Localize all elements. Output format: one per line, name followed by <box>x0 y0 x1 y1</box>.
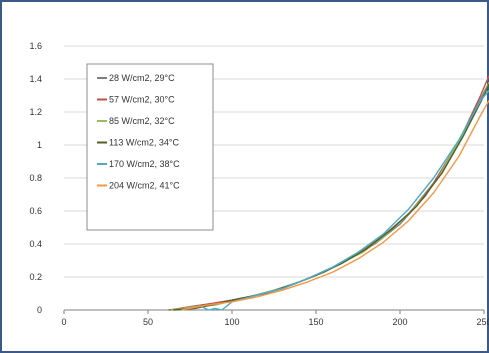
legend-entry-5: 170 W/cm2, 38°C <box>109 159 180 169</box>
series-line-2 <box>169 75 489 311</box>
y-tick-label: 1 <box>37 140 42 150</box>
series-line-1 <box>168 85 489 311</box>
y-tick-label: 0.2 <box>29 272 42 282</box>
x-tick-label: 200 <box>392 317 407 327</box>
y-tick-label: 1.4 <box>29 74 42 84</box>
x-tick-label: 150 <box>308 317 323 327</box>
legend-entry-3: 85 W/cm2, 32°C <box>109 116 175 126</box>
y-tick-label: 0.6 <box>29 206 42 216</box>
y-tick-label: 1.2 <box>29 107 42 117</box>
legend-entry-1: 28 W/cm2, 29°C <box>109 73 175 83</box>
series-line-6 <box>181 100 489 311</box>
legend-entry-2: 57 W/cm2, 30°C <box>109 95 175 105</box>
series-line-5 <box>198 90 489 311</box>
series-line-3 <box>171 82 489 311</box>
y-tick-label: 1.6 <box>29 41 42 51</box>
y-tick-label: 0 <box>37 305 42 315</box>
legend-entry-4: 113 W/cm2, 34°C <box>109 138 179 148</box>
series-line-4 <box>173 83 489 311</box>
x-tick-label: 50 <box>143 317 153 327</box>
legend-entry-6: 204 W/cm2, 41°C <box>109 181 180 191</box>
x-tick-label: 100 <box>224 317 239 327</box>
y-tick-label: 0.4 <box>29 239 42 249</box>
y-tick-label: 0.8 <box>29 173 42 183</box>
x-tick-label: 250 <box>476 317 489 327</box>
legend-box <box>86 63 214 231</box>
x-tick-label: 0 <box>61 317 66 327</box>
